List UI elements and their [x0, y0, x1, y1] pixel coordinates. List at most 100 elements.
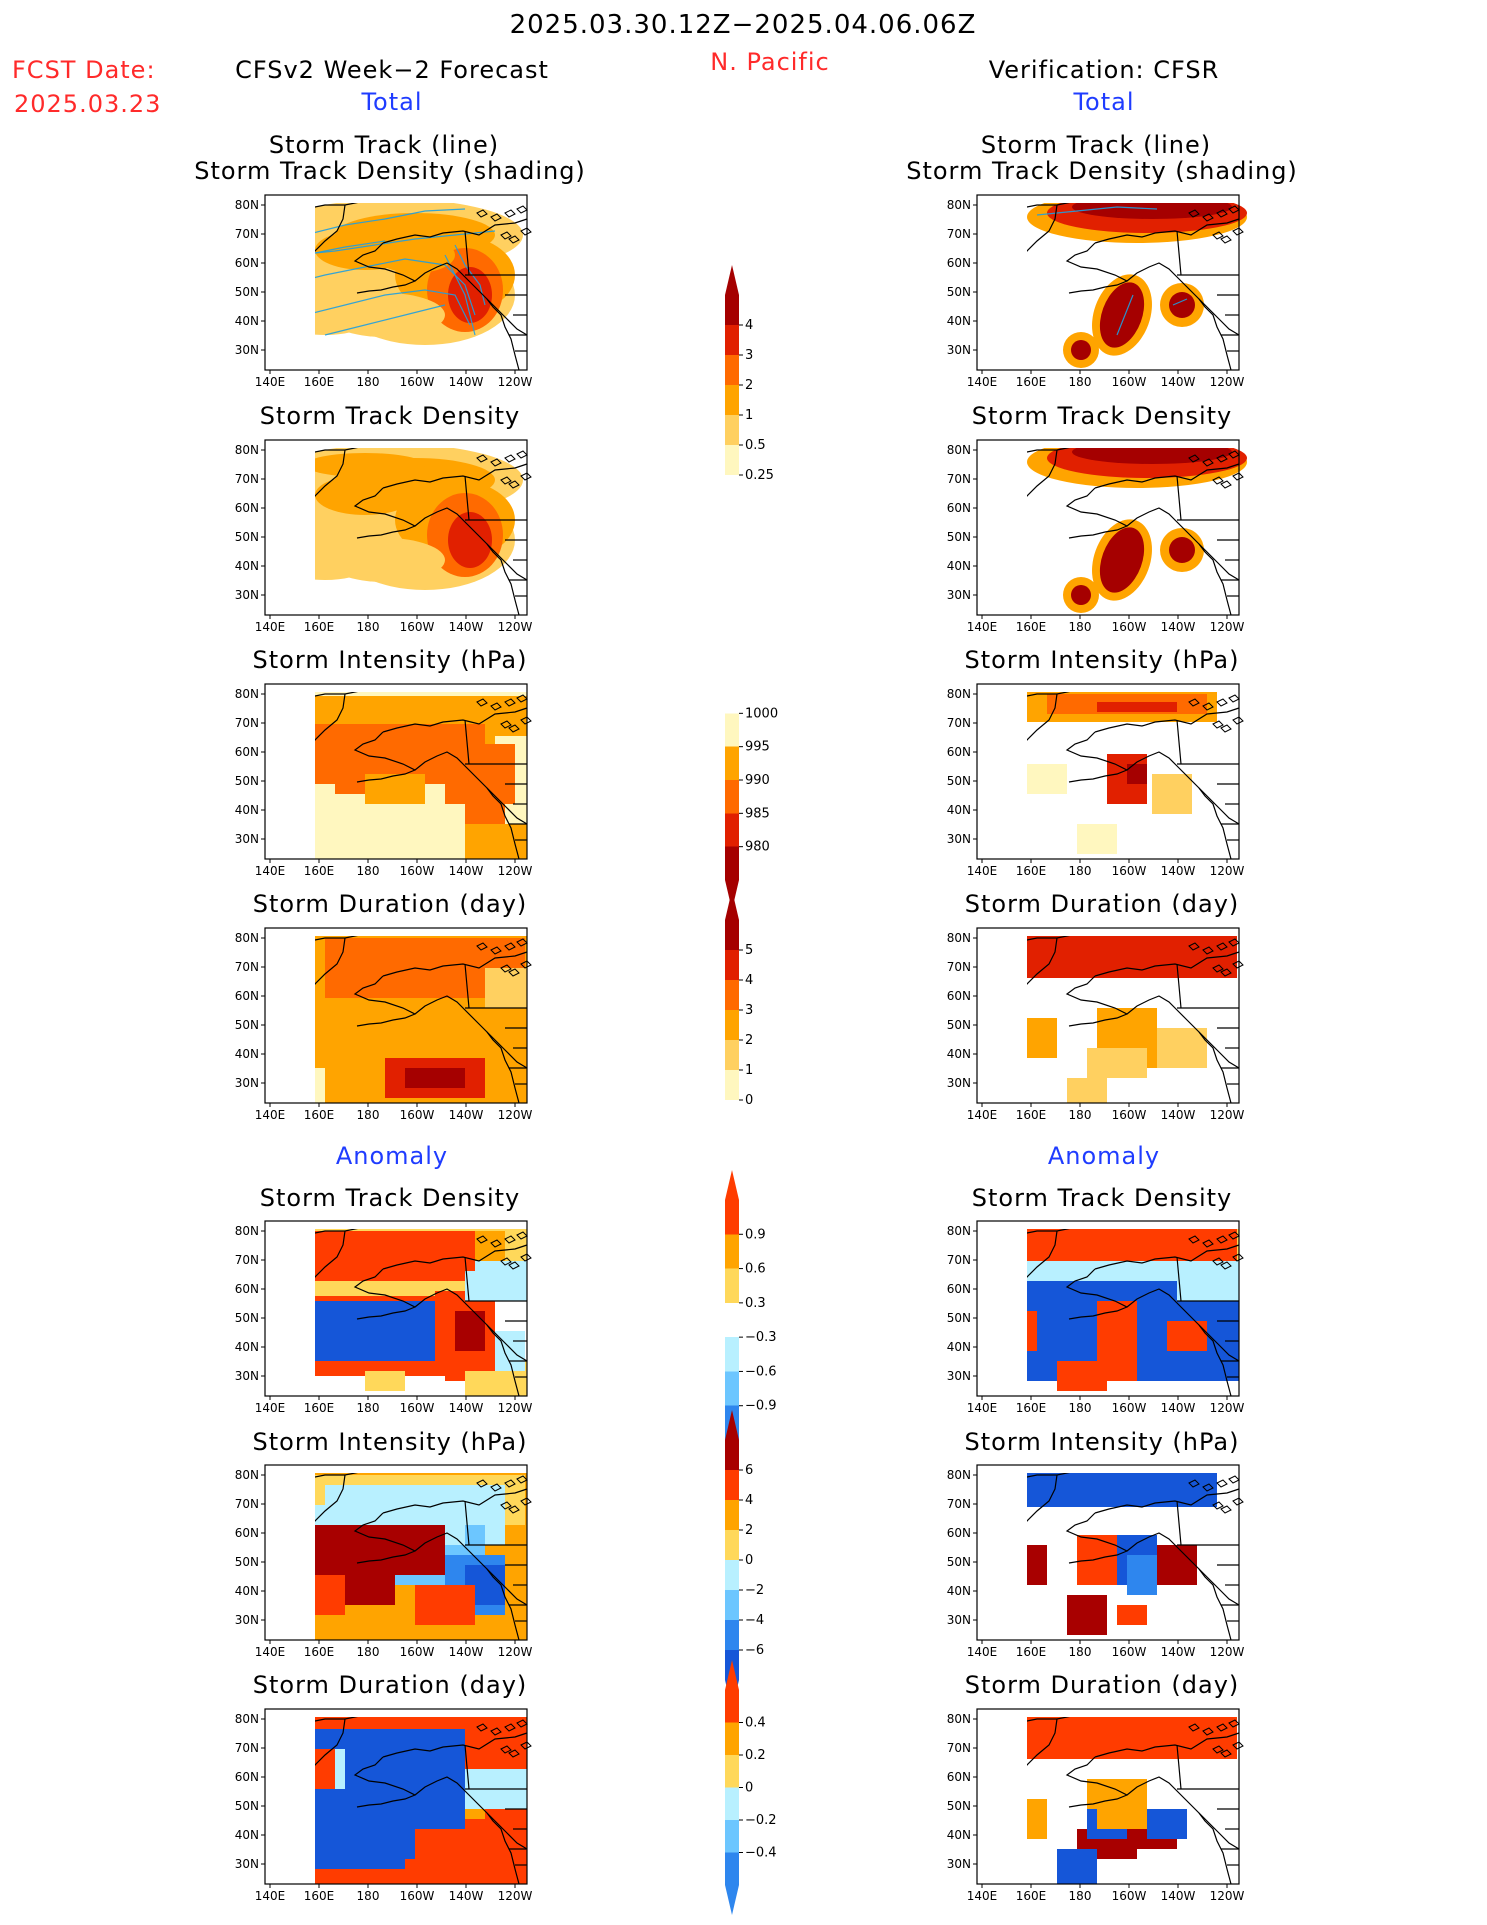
map-1-verif-lat-tick: 30N: [947, 343, 971, 357]
map-3-fcst-lon-tick: 180: [357, 864, 380, 878]
map-5-verif-lon-tick: 160W: [1112, 1401, 1147, 1415]
map-2-fcst-lat-tick: 30N: [235, 588, 259, 602]
colorbar-duration-anomaly-label: 0.4: [745, 1716, 766, 1731]
map-5-fcst-lon-tick: 160E: [304, 1401, 335, 1415]
map-6-verif-lat-tick: 60N: [947, 1526, 971, 1540]
panel-title-track-line-verif: Storm Track (line): [980, 131, 1212, 159]
map-6-verif-lat-tick: 40N: [947, 1584, 971, 1598]
map-7-verif-lon-tick: 120W: [1210, 1889, 1245, 1903]
map-7-fcst-lon-tick: 180: [357, 1889, 380, 1903]
map-3-fcst-lon-tick: 140W: [449, 864, 484, 878]
colorbar-track-density-total-label: 4: [745, 318, 753, 333]
colorbar-intensity-total-label: 995: [745, 740, 770, 755]
colorbar-intensity-anomaly-label: −2: [745, 1583, 764, 1598]
map-4-fcst-lon-tick: 140E: [255, 1108, 286, 1122]
panel-title-density-verif: Storm Track Density: [971, 402, 1233, 430]
panel-title-duration-fcst: Storm Duration (day): [252, 890, 528, 918]
map-5-verif-lon-tick: 140W: [1161, 1401, 1196, 1415]
map-panel-3-forecast: 80N 70N 60N 50N 40N 30N 140E 160E 180 160W 140W 120…: [235, 683, 533, 878]
map-6-fcst-lon-tick: 140E: [255, 1645, 286, 1659]
map-1-verif-lat-tick: 70N: [947, 227, 971, 241]
map-2-verif-lat-tick: 70N: [947, 472, 971, 486]
map-3-verif-lon-tick: 180: [1069, 864, 1092, 878]
map-3-fcst-lon-tick: 120W: [498, 864, 533, 878]
forecast-title: CFSv2 Week−2 Forecast: [235, 56, 549, 84]
fcst-date-value: 2025.03.23: [14, 90, 162, 118]
map-7-verif-lon-tick: 180: [1069, 1889, 1092, 1903]
colorbar-duration-anomaly-label: −0.2: [745, 1813, 777, 1828]
map-7-verif-lat-tick: 60N: [947, 1770, 971, 1784]
map-1-fcst-lon-tick: 140W: [449, 375, 484, 389]
map-3-verif-lon-tick: 140W: [1161, 864, 1196, 878]
map-1-fcst-lon-tick: 140E: [255, 375, 286, 389]
map-3-fcst-lon-tick: 160E: [304, 864, 335, 878]
map-6-fcst-lat-tick: 80N: [235, 1468, 259, 1482]
colorbar-track-density-anomaly-label: 0.9: [745, 1227, 766, 1242]
map-6-verif-lon-tick: 180: [1069, 1645, 1092, 1659]
colorbar-intensity-anomaly: 6 4 2 0 −2 −4 −6: [725, 1410, 764, 1710]
map-5-verif-lat-tick: 80N: [947, 1224, 971, 1238]
panel-title-track-shading-verif: Storm Track Density (shading): [906, 157, 1298, 185]
panel-title-intensity-anom-fcst: Storm Intensity (hPa): [252, 1428, 528, 1456]
map-3-verif-lon-tick: 160E: [1016, 864, 1047, 878]
map-3-verif-lon-tick: 140E: [967, 864, 998, 878]
map-panel-5-verification: 80N 70N 60N 50N 40N 30N 140E 160E 180 160W 140W 120…: [947, 1220, 1245, 1415]
colorbar-track-density-anomaly-label: −0.3: [745, 1330, 777, 1345]
map-6-fcst-lat-tick: 60N: [235, 1526, 259, 1540]
colorbar-duration-total-label: 4: [745, 973, 753, 988]
map-7-fcst-lat-tick: 70N: [235, 1741, 259, 1755]
map-3-verif-lat-tick: 50N: [947, 774, 971, 788]
map-4-verif-lon-tick: 160W: [1112, 1108, 1147, 1122]
map-7-fcst-lat-tick: 40N: [235, 1828, 259, 1842]
map-1-verif-lon-tick: 160W: [1112, 375, 1147, 389]
map-2-verif-lon-tick: 160W: [1112, 620, 1147, 634]
map-1-verif-lon-tick: 140W: [1161, 375, 1196, 389]
map-1-fcst-lat-tick: 30N: [235, 343, 259, 357]
map-5-verif-lat-tick: 50N: [947, 1311, 971, 1325]
map-6-fcst-lon-tick: 180: [357, 1645, 380, 1659]
map-2-fcst-lon-tick: 180: [357, 620, 380, 634]
map-5-verif-lat-tick: 70N: [947, 1253, 971, 1267]
map-7-fcst-lat-tick: 60N: [235, 1770, 259, 1784]
map-5-fcst-lat-tick: 30N: [235, 1369, 259, 1383]
map-6-verif-lat-tick: 30N: [947, 1613, 971, 1627]
map-4-verif-lat-tick: 50N: [947, 1018, 971, 1032]
map-7-verif-lon-tick: 160W: [1112, 1889, 1147, 1903]
map-2-verif-lon-tick: 120W: [1210, 620, 1245, 634]
map-4-verif-lon-tick: 120W: [1210, 1108, 1245, 1122]
colorbar-track-density-total-label: 0.5: [745, 438, 766, 453]
map-2-fcst-lat-tick: 40N: [235, 559, 259, 573]
colorbar-duration-anomaly-label: 0: [745, 1781, 753, 1796]
map-2-verif-lon-tick: 140E: [967, 620, 998, 634]
map-7-fcst-lat-tick: 80N: [235, 1712, 259, 1726]
map-2-verif-lat-tick: 30N: [947, 588, 971, 602]
map-3-verif-lon-tick: 160W: [1112, 864, 1147, 878]
map-6-fcst-lat-tick: 50N: [235, 1555, 259, 1569]
map-panel-6-forecast: 80N 70N 60N 50N 40N 30N 140E 160E 180 160W 140W 120…: [235, 1464, 533, 1659]
map-1-fcst-lon-tick: 180: [357, 375, 380, 389]
colorbar-intensity-anomaly-label: 2: [745, 1523, 753, 1538]
panel-title-intensity-fcst: Storm Intensity (hPa): [252, 646, 528, 674]
map-3-fcst-lat-tick: 80N: [235, 687, 259, 701]
map-7-verif-lat-tick: 50N: [947, 1799, 971, 1813]
map-7-fcst-lon-tick: 160E: [304, 1889, 335, 1903]
map-5-fcst-lon-tick: 120W: [498, 1401, 533, 1415]
colorbar-track-density-anomaly-label: 0.6: [745, 1262, 766, 1277]
panel-title-density-fcst: Storm Track Density: [259, 402, 521, 430]
colorbar-intensity-total: 1000 995 990 985 980: [725, 680, 778, 910]
colorbar-duration-anomaly: 0.4 0.2 0 −0.2 −0.4: [725, 1660, 777, 1915]
map-3-fcst-lat-tick: 40N: [235, 803, 259, 817]
map-2-fcst-lon-tick: 140W: [449, 620, 484, 634]
map-1-verif-lat-tick: 50N: [947, 285, 971, 299]
colorbar-track-density-anomaly-label: 0.3: [745, 1296, 766, 1311]
map-1-verif-lon-tick: 120W: [1210, 375, 1245, 389]
map-6-fcst-lon-tick: 160E: [304, 1645, 335, 1659]
map-4-fcst-lat-tick: 60N: [235, 989, 259, 1003]
map-7-fcst-lon-tick: 140E: [255, 1889, 286, 1903]
map-4-fcst-lon-tick: 160W: [400, 1108, 435, 1122]
map-7-fcst-lon-tick: 120W: [498, 1889, 533, 1903]
map-4-fcst-lon-tick: 140W: [449, 1108, 484, 1122]
map-4-fcst-lon-tick: 160E: [304, 1108, 335, 1122]
map-4-fcst-lat-tick: 50N: [235, 1018, 259, 1032]
colorbar-duration-total-label: 2: [745, 1033, 753, 1048]
